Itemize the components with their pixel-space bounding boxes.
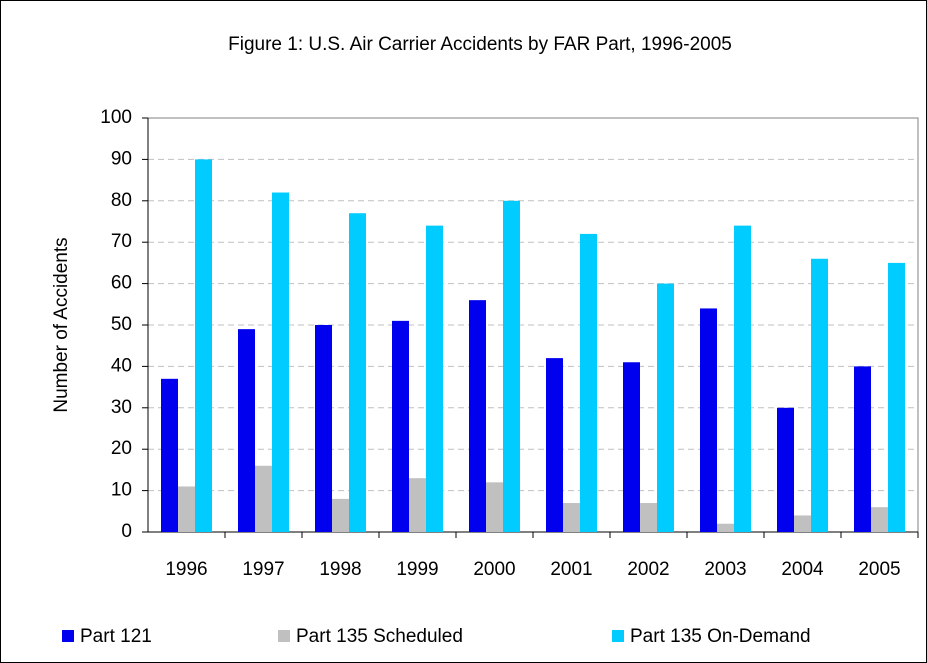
legend-swatch: [612, 630, 624, 642]
x-tick-label: 2002: [627, 559, 669, 580]
x-tick-label: 2005: [858, 559, 900, 580]
legend-label: Part 135 On-Demand: [630, 626, 811, 647]
x-tick-label: 1996: [165, 559, 207, 580]
bar: [546, 358, 563, 532]
y-tick-label: 0: [121, 521, 132, 542]
bar: [700, 308, 717, 532]
bar: [794, 515, 811, 532]
legend-label: Part 135 Scheduled: [296, 626, 463, 647]
bar: [238, 329, 255, 532]
bar: [640, 503, 657, 532]
y-tick-label: 90: [111, 148, 132, 169]
bar: [811, 258, 828, 532]
bar: [503, 200, 520, 533]
y-tick-label: 80: [111, 190, 132, 211]
y-tick-label: 20: [111, 438, 132, 459]
bar: [178, 486, 195, 532]
y-tick-label: 30: [111, 397, 132, 418]
bar: [657, 283, 674, 532]
x-tick-label: 2003: [704, 559, 746, 580]
y-axis-label: Number of Accidents: [51, 237, 72, 412]
y-tick-label: 40: [111, 355, 132, 376]
legend-swatch: [62, 630, 74, 642]
y-tick-label: 10: [111, 480, 132, 501]
x-tick-label: 1998: [319, 559, 361, 580]
bar: [623, 362, 640, 532]
bar: [469, 300, 486, 532]
legend-swatch: [278, 630, 290, 642]
legend-label: Part 121: [80, 626, 152, 647]
bar: [392, 320, 409, 532]
bar: [717, 523, 734, 532]
x-tick-label: 1997: [242, 559, 284, 580]
bar: [888, 262, 905, 532]
bar: [854, 366, 871, 532]
chart-title: Figure 1: U.S. Air Carrier Accidents by …: [228, 34, 732, 55]
y-tick-label: 100: [100, 107, 132, 128]
bar: [777, 407, 794, 532]
x-tick-label: 2001: [550, 559, 592, 580]
bar: [426, 225, 443, 532]
bar: [580, 233, 597, 533]
bar: [734, 225, 751, 532]
x-tick-label: 2000: [473, 559, 515, 580]
bar: [871, 507, 888, 532]
bar: [486, 482, 503, 532]
bar: [332, 498, 349, 532]
bar: [272, 192, 289, 532]
bar: [161, 378, 178, 532]
bar: [315, 325, 332, 532]
y-tick-label: 60: [111, 273, 132, 294]
y-tick-label: 70: [111, 231, 132, 252]
bar: [195, 159, 212, 532]
x-tick-label: 1999: [396, 559, 438, 580]
bar: [409, 478, 426, 532]
bar: [255, 465, 272, 532]
bar: [563, 503, 580, 532]
bar: [349, 213, 366, 532]
x-tick-label: 2004: [781, 559, 824, 580]
y-tick-label: 50: [111, 314, 132, 335]
